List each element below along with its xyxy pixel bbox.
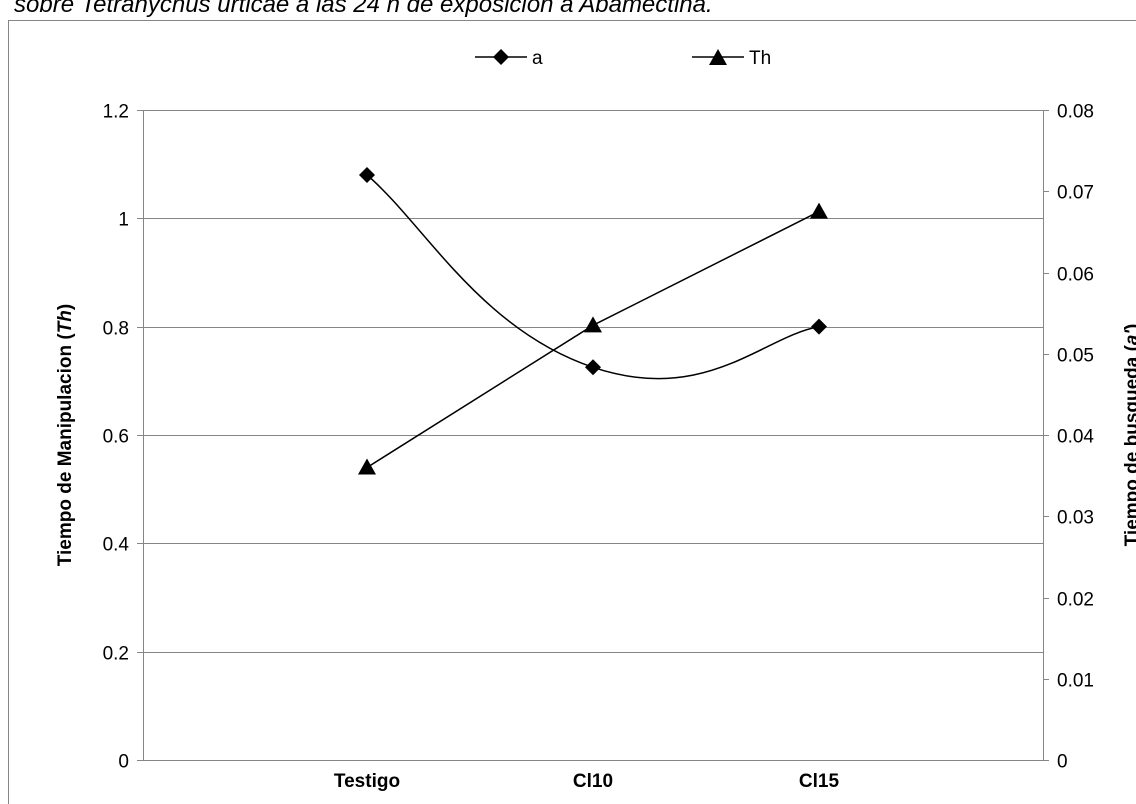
marker-diamond [493,49,509,65]
marker-diamond [585,359,601,376]
y-left-axis-title-suffix: ) [55,304,76,310]
legend-label: a [532,48,543,69]
y-left-tick-label: 0.4 [103,535,130,556]
y-left-tick-label: 1.2 [103,102,129,123]
y-right-tick-label: 0.06 [1057,265,1094,286]
y-left-axis-title-prefix: Tiempo de Manipulacion ( [55,333,76,567]
y-left-tick-label: 0 [118,752,129,773]
x-category-label: Testigo [334,771,400,792]
legend-item-Th: Th [692,48,771,69]
chart-frame [8,20,1136,804]
y-right-axis-title-suffix: ) [1122,324,1136,330]
caption-prefix: sobre [14,0,81,18]
y-left-tick-label: 0.6 [103,427,129,448]
y-right-tick-label: 0.08 [1057,102,1094,123]
figure-caption: sobre Tetranychus urticae a las 24 h de … [14,0,1124,19]
series-layer [358,167,828,475]
axes [137,110,1049,761]
legend: a Th [475,48,771,69]
caption-species: Tetranychus urticae [80,0,290,18]
x-category-label: Cl15 [799,771,840,792]
marker-triangle [709,49,727,65]
y-right-tick-label: 0.05 [1057,346,1094,367]
y-left-tick-label: 0.8 [103,319,129,340]
series-a [359,167,827,380]
series-Th [358,202,828,475]
axis-titles: Tiempo de Manipulacion (Th)Tiempo de bus… [55,304,1136,567]
y-right-tick-label: 0.01 [1057,671,1094,692]
y-right-tick-label: 0 [1057,752,1068,773]
y-right-axis-title: Tiempo de busqueda (a') [1122,324,1136,547]
y-right-tick-label: 0.04 [1057,427,1094,448]
y-left-axis-title: Tiempo de Manipulacion (Th) [55,304,76,567]
marker-triangle [358,458,376,475]
marker-triangle [584,316,602,333]
tick-labels: 0 0.2 0.4 0.6 0.8 1 1.2 0 0.01 0.02 0.03 0.04 0.05 0.… [103,102,1095,793]
y-left-axis-title-var: Th [55,310,76,333]
y-left-tick-label: 0.2 [103,644,129,665]
y-right-tick-label: 0.07 [1057,183,1094,204]
y-right-axis-title-var: a' [1122,329,1136,346]
caption-suffix: a las 24 h de exposición a Abamectina. [289,0,713,18]
marker-diamond [811,318,827,335]
y-right-tick-label: 0.03 [1057,508,1094,529]
legend-item-a: a [475,48,543,69]
x-category-label: Cl10 [573,771,613,792]
y-left-tick-label: 1 [118,210,129,231]
legend-label: Th [749,48,771,69]
y-right-axis-title-prefix: Tiempo de busqueda ( [1122,344,1136,546]
marker-triangle [810,202,828,219]
marker-diamond [359,167,375,183]
y-right-tick-label: 0.02 [1057,590,1094,611]
